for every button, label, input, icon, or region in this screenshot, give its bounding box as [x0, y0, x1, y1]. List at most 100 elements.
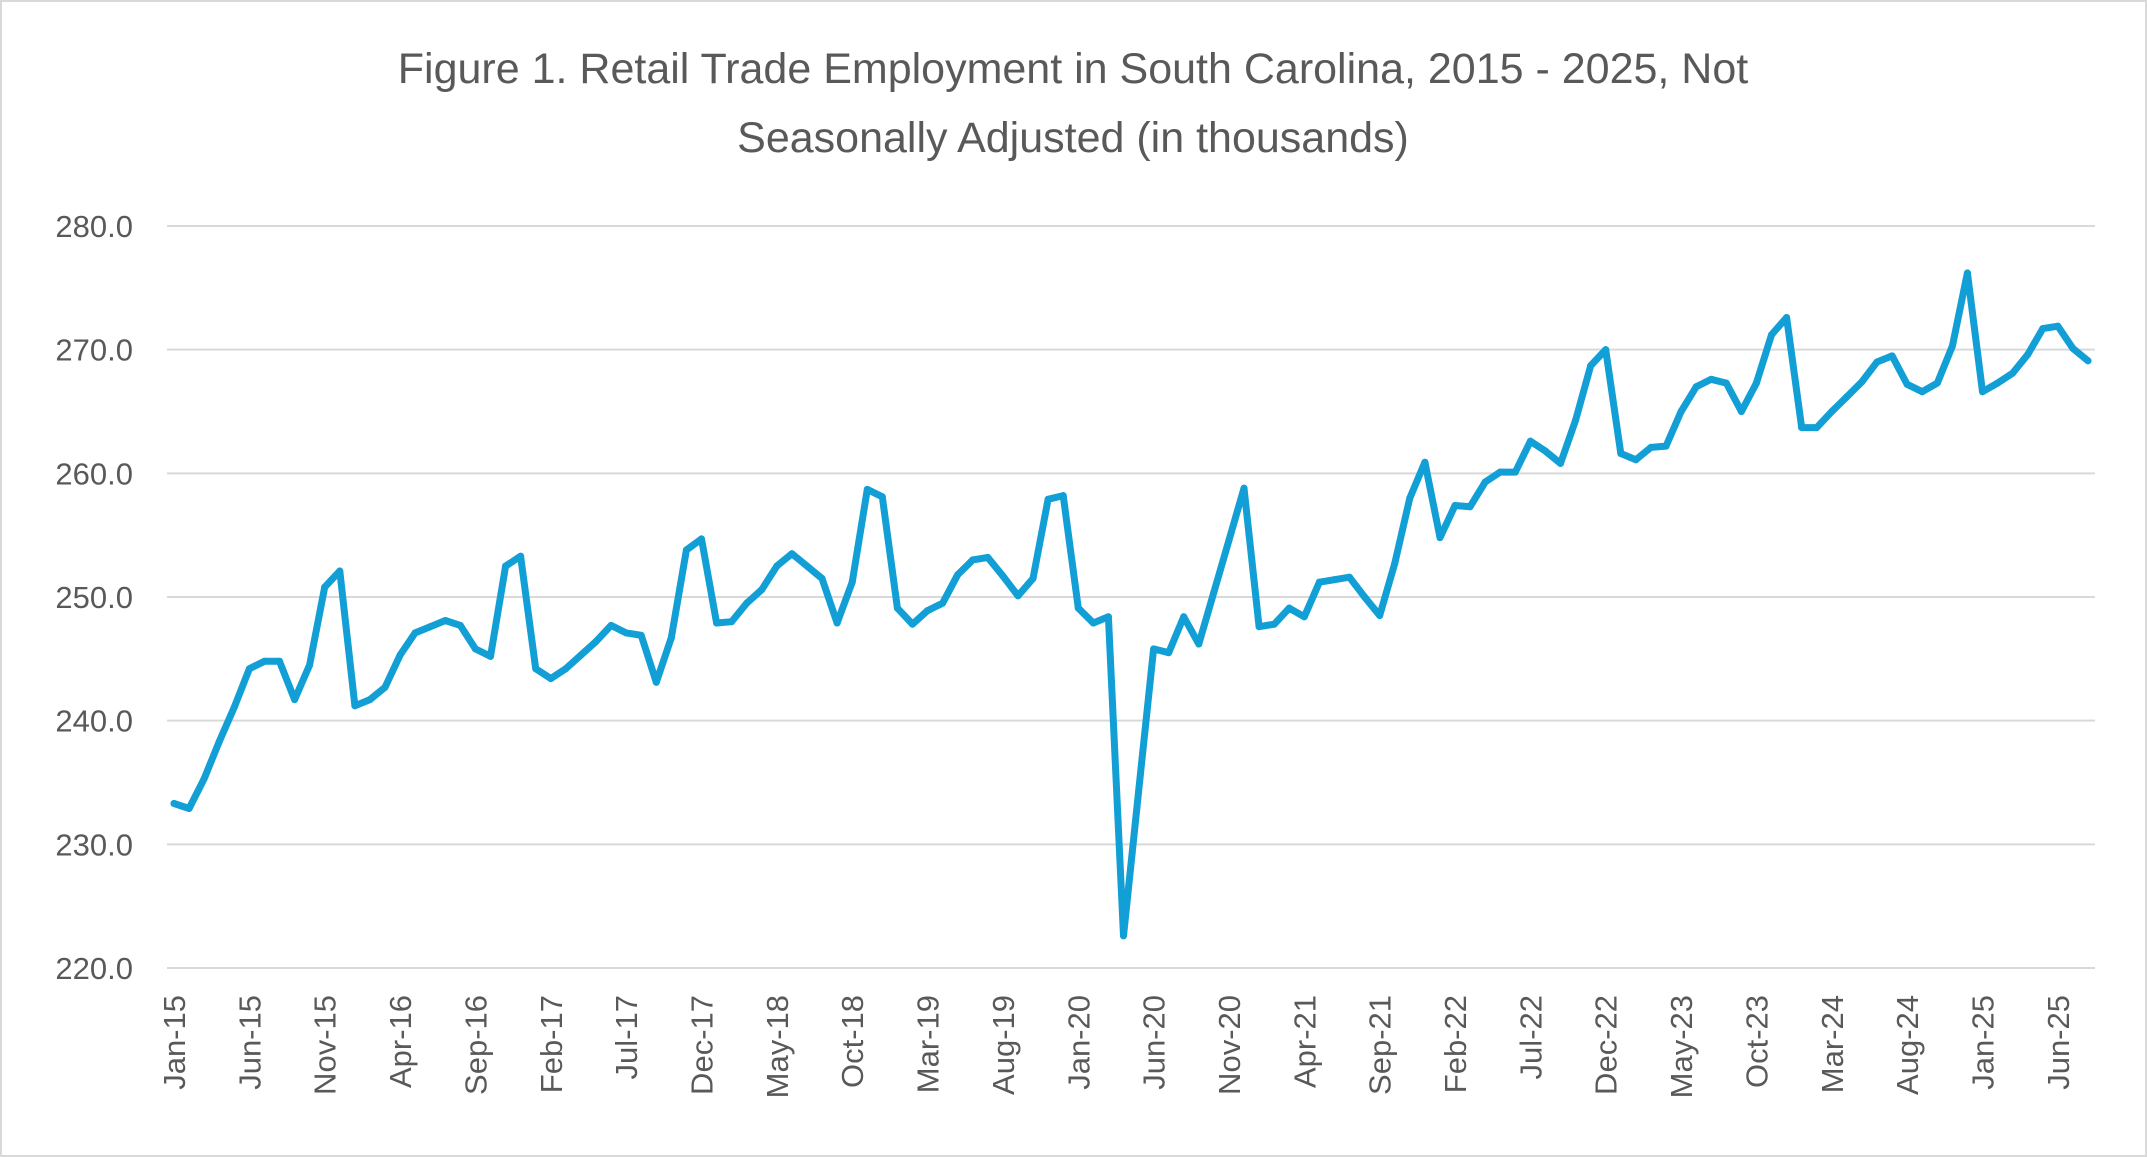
data-point: [1225, 536, 1233, 544]
data-point: [878, 493, 886, 501]
data-point: [1014, 592, 1022, 600]
data-point: [1798, 424, 1806, 432]
data-point: [260, 657, 268, 665]
data-point: [743, 599, 751, 607]
data-point: [999, 572, 1007, 580]
data-point: [607, 621, 615, 629]
series-layer: [170, 269, 2092, 940]
x-tick-label: Dec-17: [684, 995, 719, 1095]
x-tick-label: Aug-19: [986, 995, 1021, 1095]
x-tick-label: Sep-21: [1363, 995, 1398, 1095]
data-point: [1903, 380, 1911, 388]
x-tick-label: May-23: [1664, 995, 1699, 1098]
data-point: [1888, 352, 1896, 360]
data-point: [758, 586, 766, 594]
data-point: [1662, 442, 1670, 450]
x-tick-label: Sep-16: [458, 995, 493, 1095]
x-tick-label: May-18: [760, 995, 795, 1098]
chart-title-line-1: Figure 1. Retail Trade Employment in Sou…: [398, 45, 1749, 93]
data-point: [1783, 314, 1791, 322]
data-point: [1451, 501, 1459, 509]
chart-title: Figure 1. Retail Trade Employment in Sou…: [398, 45, 1749, 162]
data-point: [848, 578, 856, 586]
data-point: [1948, 342, 1956, 350]
data-point: [1195, 640, 1203, 648]
data-point: [1677, 408, 1685, 415]
data-point: [321, 583, 329, 591]
y-tick-label: 230.0: [55, 827, 133, 862]
data-point: [230, 703, 238, 711]
data-point: [532, 665, 540, 673]
x-tick-label: Oct-23: [1739, 995, 1774, 1088]
data-point: [471, 645, 479, 653]
data-point: [1044, 495, 1052, 503]
y-tick-label: 250.0: [55, 580, 133, 615]
data-point: [1526, 437, 1534, 445]
data-point: [291, 696, 299, 704]
data-point: [411, 629, 419, 637]
data-point: [713, 619, 721, 627]
data-point: [1240, 484, 1248, 492]
data-point: [245, 665, 253, 673]
data-point: [2084, 357, 2092, 365]
y-tick-label: 260.0: [55, 456, 133, 491]
data-point: [1391, 560, 1399, 568]
data-point: [924, 607, 932, 615]
data-point: [652, 678, 660, 686]
data-point: [547, 675, 555, 683]
data-point: [622, 629, 630, 637]
data-point: [1210, 588, 1218, 596]
data-point: [1406, 494, 1414, 502]
data-point: [1119, 932, 1127, 940]
data-point: [396, 651, 404, 659]
data-point: [833, 619, 841, 627]
x-tick-label: Nov-20: [1212, 995, 1247, 1095]
data-point: [1752, 379, 1760, 387]
data-point: [1255, 623, 1263, 631]
x-tick-label: Apr-21: [1287, 995, 1322, 1088]
series-line: [170, 269, 2092, 940]
x-tick-label: Jan-15: [157, 995, 192, 1090]
data-point: [1873, 358, 1881, 366]
y-tick-label: 240.0: [55, 704, 133, 739]
data-point: [1572, 416, 1580, 424]
data-point: [1707, 375, 1715, 383]
x-tick-label: Jun-15: [232, 995, 267, 1090]
data-point: [1994, 379, 2002, 387]
data-point: [1692, 383, 1700, 391]
x-tick-label: Jun-20: [1137, 995, 1172, 1090]
data-point: [215, 738, 223, 746]
data-point: [275, 657, 283, 665]
x-tick-label: Jan-20: [1061, 995, 1096, 1090]
x-tick-label: Mar-24: [1815, 995, 1850, 1093]
data-point: [1104, 613, 1112, 621]
data-point: [1587, 362, 1595, 370]
gridlines: [167, 225, 2095, 969]
data-point: [1963, 269, 1971, 277]
data-point: [773, 562, 781, 570]
data-point: [1933, 379, 1941, 387]
data-point: [441, 616, 449, 624]
data-point: [486, 652, 494, 660]
data-point: [2069, 344, 2077, 352]
data-point: [1285, 604, 1293, 612]
data-point: [1376, 612, 1384, 620]
data-point: [2054, 322, 2062, 330]
data-point: [2009, 369, 2017, 377]
data-point: [1843, 393, 1851, 401]
y-tick-label: 220.0: [55, 951, 133, 986]
data-point: [969, 556, 977, 564]
data-point: [1557, 459, 1565, 467]
data-point: [1315, 578, 1323, 586]
data-point: [1270, 620, 1278, 628]
data-point: [1180, 613, 1188, 621]
data-point: [1436, 534, 1444, 542]
data-point: [908, 620, 916, 628]
data-point: [1074, 604, 1082, 612]
x-tick-label: Nov-15: [308, 995, 343, 1095]
data-point: [1496, 468, 1504, 476]
x-tick-label: Jul-17: [609, 995, 644, 1079]
data-point: [502, 562, 510, 570]
y-axis-tick-labels: 220.0 230.0 240.0 250.0 260.0 270.0 280.0: [55, 209, 133, 986]
